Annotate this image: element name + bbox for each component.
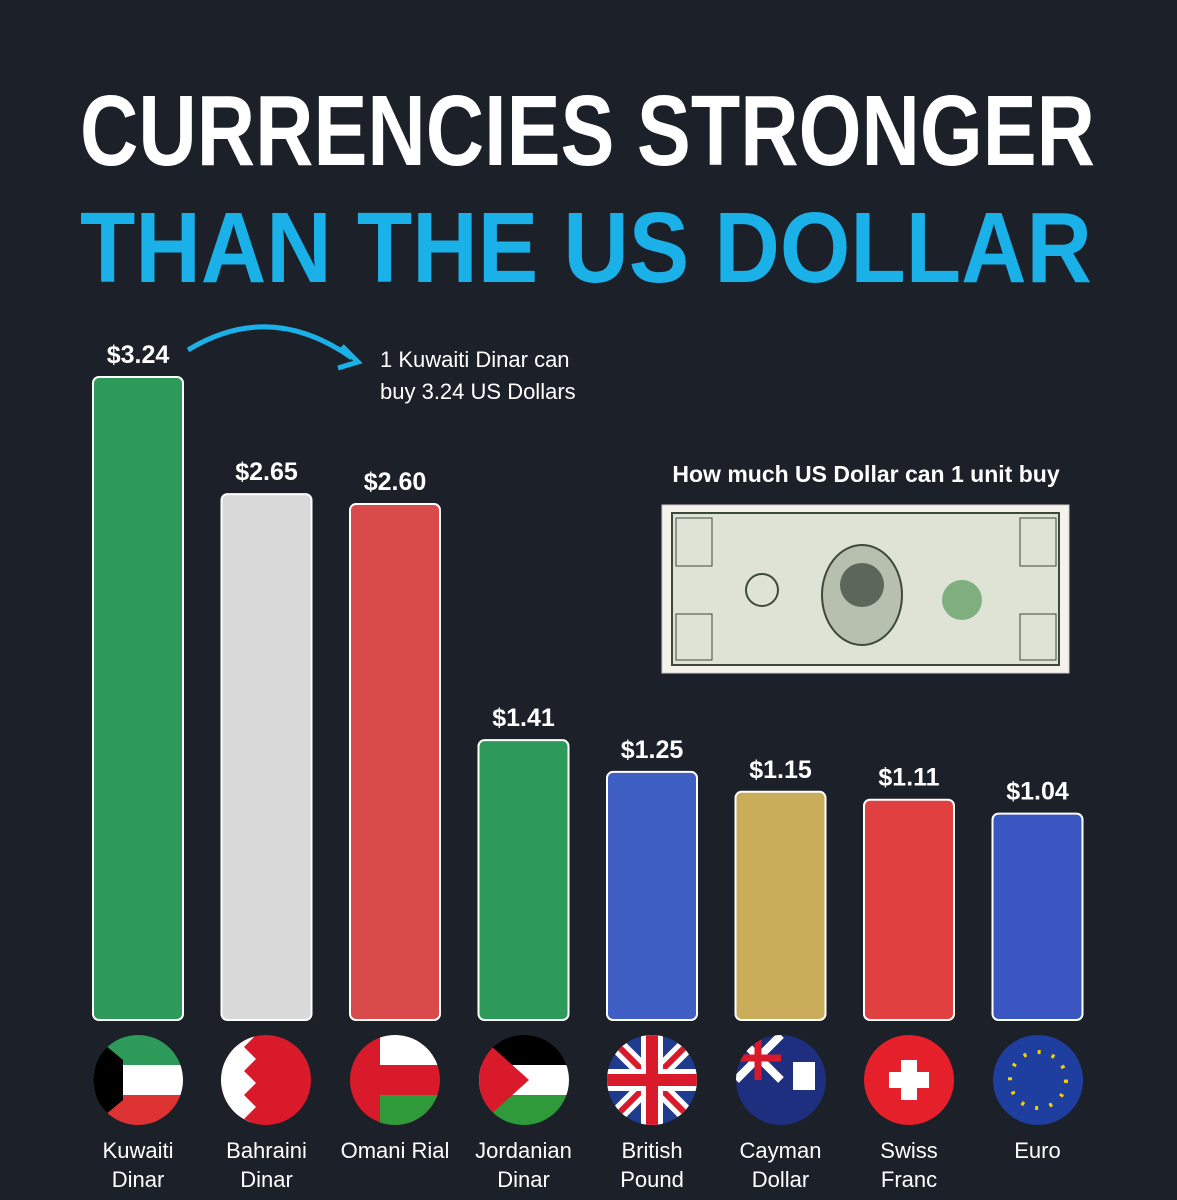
dollar-bill [661, 504, 1070, 674]
bar [477, 739, 570, 1021]
category-label: Bahraini Dinar [226, 1138, 307, 1192]
category-label: Kuwaiti Dinar [102, 1138, 174, 1192]
chart-subtitle: THAN THE US DOLLAR [80, 192, 1092, 304]
bar [92, 376, 184, 1021]
value-label: $1.41 [492, 704, 555, 732]
legend-caption: How much US Dollar can 1 unit buy [672, 461, 1059, 487]
flags [93, 1035, 1083, 1125]
value-label: $1.04 [1006, 778, 1069, 806]
bar [606, 770, 698, 1021]
bar [349, 503, 441, 1022]
value-label: $2.65 [235, 458, 298, 486]
arrow-head [337, 344, 363, 371]
category-label: Cayman Dollar [739, 1138, 822, 1192]
category-label: Jordanian Dinar [475, 1138, 572, 1192]
value-label: $1.25 [621, 736, 684, 764]
annotation: 1 Kuwaiti Dinar can buy 3.24 US Dollars [380, 344, 580, 408]
chart-title: CURRENCIES STRONGER [80, 75, 1095, 187]
value-label: $2.60 [364, 468, 427, 496]
value-label: $1.11 [878, 764, 939, 792]
bar [991, 812, 1084, 1021]
category-label: Omani Rial [340, 1138, 450, 1163]
bar [734, 790, 827, 1022]
bar [863, 798, 955, 1021]
annotation-text: 1 Kuwaiti Dinar can buy 3.24 US Dollars [380, 347, 576, 404]
category-label: Euro [1014, 1138, 1061, 1163]
category-label: British Pound [620, 1138, 684, 1192]
bar [220, 493, 313, 1022]
value-label: $1.15 [749, 756, 812, 784]
category-label: Swiss Franc [880, 1138, 938, 1192]
arrow [186, 324, 354, 361]
value-label: $3.24 [107, 341, 170, 369]
